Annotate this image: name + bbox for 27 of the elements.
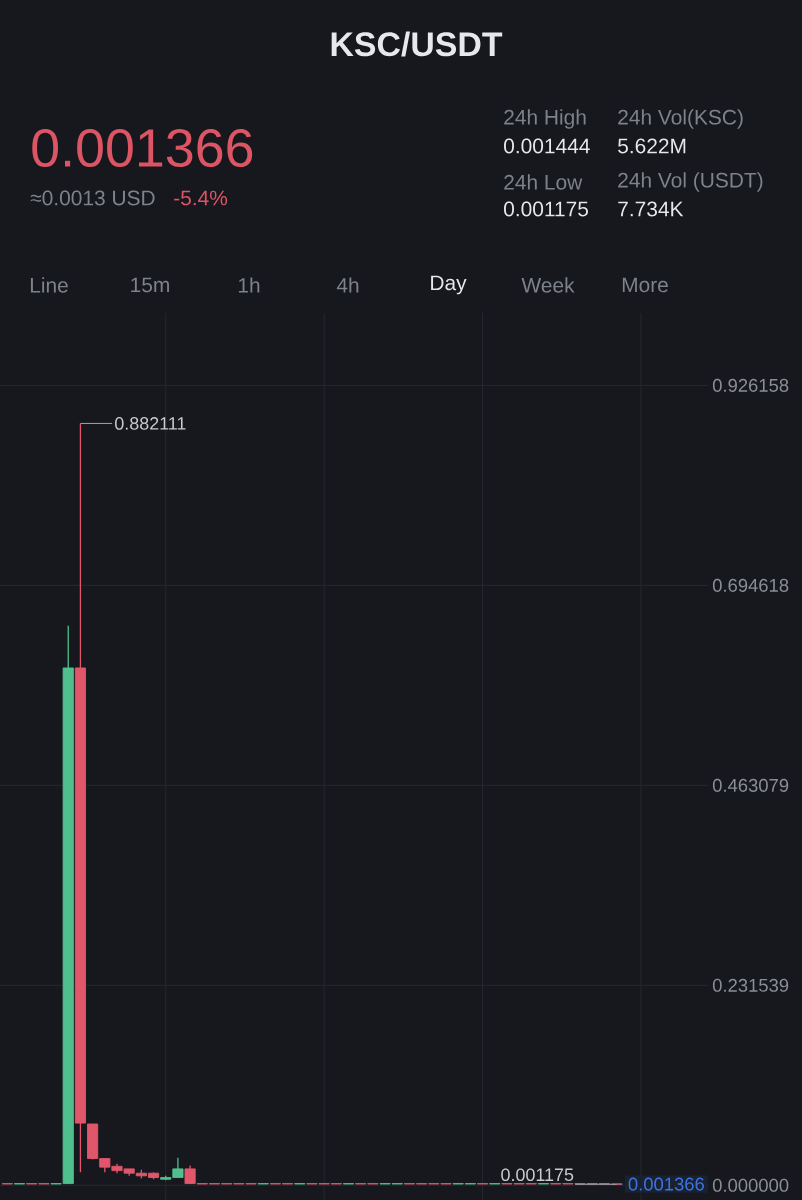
text: ≈0.0013 USD: [30, 190, 155, 206]
y-tick-label: 0.694618: [712, 578, 789, 592]
y-tick-label: 0.926158: [712, 378, 789, 392]
annotation: 0.882111: [115, 417, 186, 430]
text: 0.001366: [32, 128, 253, 168]
text: 0.001444: [504, 138, 590, 154]
text: -5.4%: [174, 190, 228, 206]
y-tick-label: 0.000000: [712, 1178, 789, 1192]
text: 4h: [336, 277, 359, 293]
text: 7.734K: [618, 201, 684, 217]
y-tick-label: 0.463079: [712, 778, 789, 792]
text: Day: [431, 275, 467, 295]
text: 5.622M: [618, 138, 686, 154]
text: 24h Vol (USDT): [618, 172, 763, 192]
text: Week: [521, 277, 575, 293]
text: 0.001175: [504, 201, 589, 217]
text: 24h High: [504, 109, 586, 129]
text: Line: [30, 277, 68, 293]
text: More: [622, 277, 668, 293]
annotation: 0.001175: [501, 1168, 574, 1182]
text: 15m: [131, 277, 169, 293]
text: 24h Low: [504, 174, 583, 190]
chart-title: KSC/USDT: [331, 31, 503, 57]
text: 1h: [238, 277, 260, 293]
ref-line-label: 0.001366: [628, 1177, 704, 1191]
text: 24h Vol(KSC): [618, 109, 743, 129]
y-tick-label: 0.231539: [712, 978, 789, 992]
